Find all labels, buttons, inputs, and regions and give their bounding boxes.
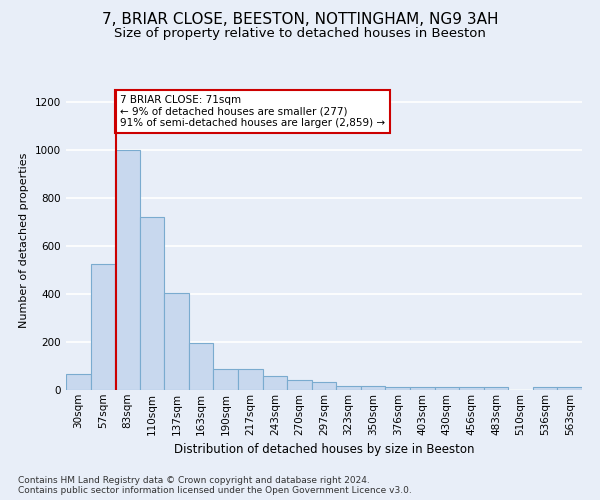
Bar bbox=[164, 293, 189, 390]
Bar bbox=[434, 387, 459, 390]
Bar bbox=[287, 380, 312, 390]
Bar bbox=[361, 386, 385, 390]
Bar bbox=[66, 374, 91, 390]
Text: 7, BRIAR CLOSE, BEESTON, NOTTINGHAM, NG9 3AH: 7, BRIAR CLOSE, BEESTON, NOTTINGHAM, NG9… bbox=[102, 12, 498, 28]
Text: Size of property relative to detached houses in Beeston: Size of property relative to detached ho… bbox=[114, 28, 486, 40]
Bar bbox=[91, 264, 115, 390]
X-axis label: Distribution of detached houses by size in Beeston: Distribution of detached houses by size … bbox=[174, 443, 474, 456]
Text: Contains HM Land Registry data © Crown copyright and database right 2024.
Contai: Contains HM Land Registry data © Crown c… bbox=[18, 476, 412, 495]
Bar bbox=[140, 217, 164, 390]
Bar bbox=[484, 387, 508, 390]
Y-axis label: Number of detached properties: Number of detached properties bbox=[19, 152, 29, 328]
Bar bbox=[238, 369, 263, 390]
Bar bbox=[459, 387, 484, 390]
Bar bbox=[115, 150, 140, 390]
Bar bbox=[557, 387, 582, 390]
Bar bbox=[336, 386, 361, 390]
Text: 7 BRIAR CLOSE: 71sqm
← 9% of detached houses are smaller (277)
91% of semi-detac: 7 BRIAR CLOSE: 71sqm ← 9% of detached ho… bbox=[120, 95, 385, 128]
Bar bbox=[312, 382, 336, 390]
Bar bbox=[533, 387, 557, 390]
Bar bbox=[263, 376, 287, 390]
Bar bbox=[189, 342, 214, 390]
Bar bbox=[410, 387, 434, 390]
Bar bbox=[214, 369, 238, 390]
Bar bbox=[385, 387, 410, 390]
